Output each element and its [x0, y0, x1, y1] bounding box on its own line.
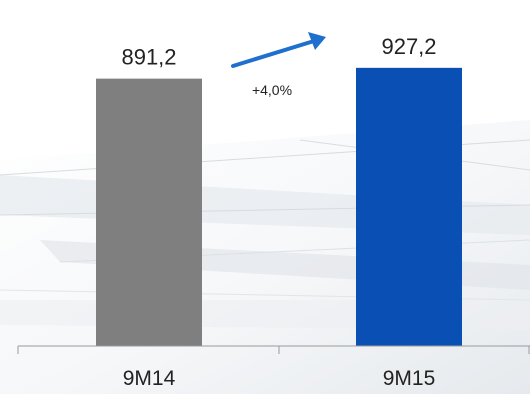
bar-9m15 — [356, 67, 462, 346]
growth-annotation: +4,0% — [231, 32, 326, 98]
tick-label-9m14: 9M14 — [123, 367, 176, 390]
data-label-9m15: 927,2 — [381, 34, 436, 59]
arrow-head-icon — [308, 32, 326, 50]
data-label-9m14: 891,2 — [121, 45, 176, 70]
x-axis — [17, 345, 530, 354]
tick-label-9m15: 9M15 — [383, 367, 436, 390]
bar-9m14 — [96, 78, 202, 346]
labels-layer: 891,2 9M14 927,2 9M15 — [121, 34, 436, 390]
growth-label: +4,0% — [252, 82, 292, 98]
growth-arrow-shaft — [231, 39, 316, 68]
bars-layer — [96, 67, 462, 346]
